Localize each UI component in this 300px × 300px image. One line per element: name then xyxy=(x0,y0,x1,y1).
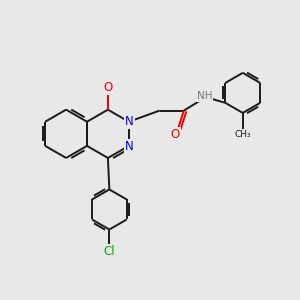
Text: N: N xyxy=(125,115,134,128)
Text: O: O xyxy=(170,128,180,141)
Text: NH: NH xyxy=(197,91,212,101)
Text: Cl: Cl xyxy=(103,245,115,258)
Text: O: O xyxy=(103,81,112,94)
Text: CH₃: CH₃ xyxy=(234,130,251,139)
Text: N: N xyxy=(125,140,134,153)
